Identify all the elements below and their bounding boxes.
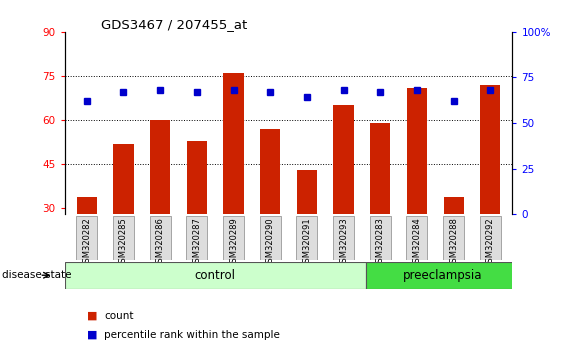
Text: disease state: disease state bbox=[2, 270, 71, 280]
FancyBboxPatch shape bbox=[443, 216, 464, 260]
Bar bbox=[444, 196, 464, 214]
Bar bbox=[480, 85, 501, 214]
Text: GSM320290: GSM320290 bbox=[266, 217, 275, 268]
FancyBboxPatch shape bbox=[150, 216, 171, 260]
Bar bbox=[260, 129, 280, 214]
Text: GSM320282: GSM320282 bbox=[82, 217, 91, 268]
Text: GSM320293: GSM320293 bbox=[339, 217, 348, 268]
Bar bbox=[297, 170, 317, 214]
Text: count: count bbox=[104, 311, 133, 321]
Text: GSM320288: GSM320288 bbox=[449, 217, 458, 268]
FancyBboxPatch shape bbox=[260, 216, 280, 260]
Text: GSM320285: GSM320285 bbox=[119, 217, 128, 268]
Bar bbox=[113, 144, 133, 214]
Bar bbox=[150, 120, 170, 214]
Text: ■: ■ bbox=[87, 330, 98, 339]
Text: ■: ■ bbox=[87, 311, 98, 321]
Bar bbox=[407, 88, 427, 214]
Bar bbox=[370, 123, 390, 214]
FancyBboxPatch shape bbox=[365, 262, 520, 289]
Text: GSM320291: GSM320291 bbox=[302, 217, 311, 268]
Text: GSM320292: GSM320292 bbox=[486, 217, 495, 268]
Text: control: control bbox=[195, 269, 236, 282]
FancyBboxPatch shape bbox=[113, 216, 134, 260]
FancyBboxPatch shape bbox=[406, 216, 427, 260]
FancyBboxPatch shape bbox=[223, 216, 244, 260]
Bar bbox=[77, 196, 97, 214]
Text: GSM320283: GSM320283 bbox=[376, 217, 385, 268]
FancyBboxPatch shape bbox=[297, 216, 318, 260]
FancyBboxPatch shape bbox=[333, 216, 354, 260]
FancyBboxPatch shape bbox=[77, 216, 97, 260]
Text: preeclampsia: preeclampsia bbox=[403, 269, 482, 282]
Text: GSM320284: GSM320284 bbox=[413, 217, 422, 268]
FancyBboxPatch shape bbox=[186, 216, 207, 260]
Text: GSM320287: GSM320287 bbox=[193, 217, 202, 268]
Text: GSM320289: GSM320289 bbox=[229, 217, 238, 268]
Text: percentile rank within the sample: percentile rank within the sample bbox=[104, 330, 280, 339]
Text: GSM320286: GSM320286 bbox=[155, 217, 164, 268]
FancyBboxPatch shape bbox=[65, 262, 365, 289]
Bar bbox=[333, 105, 354, 214]
Text: GDS3467 / 207455_at: GDS3467 / 207455_at bbox=[101, 18, 247, 31]
Bar bbox=[224, 73, 244, 214]
FancyBboxPatch shape bbox=[480, 216, 501, 260]
FancyBboxPatch shape bbox=[370, 216, 391, 260]
Bar bbox=[187, 141, 207, 214]
